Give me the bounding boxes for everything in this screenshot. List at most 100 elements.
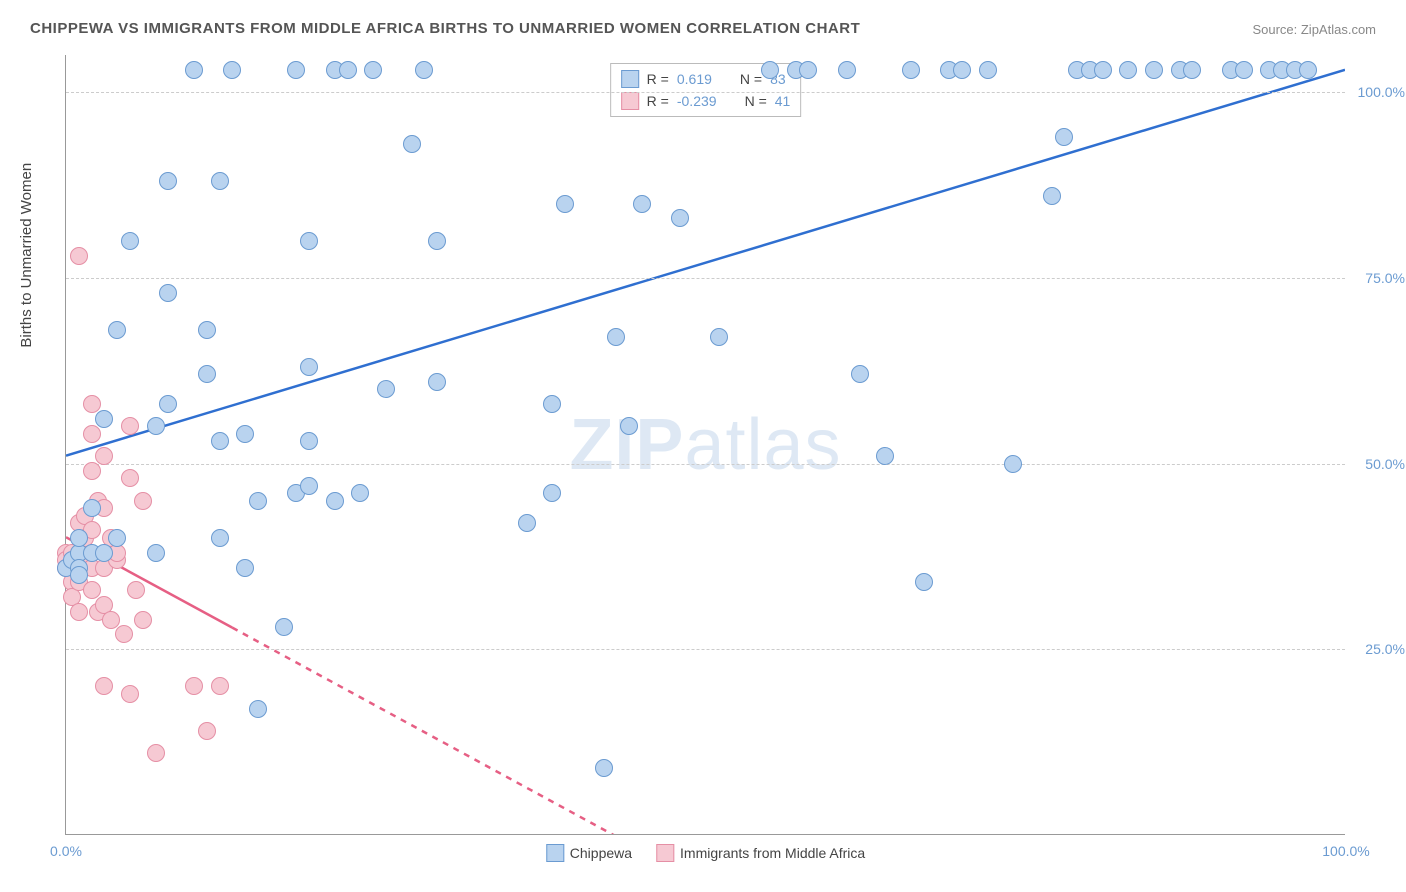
scatter-point-pink — [95, 677, 113, 695]
watermark-light: atlas — [684, 405, 841, 485]
y-tick-label: 100.0% — [1358, 84, 1405, 100]
scatter-point-blue — [249, 492, 267, 510]
scatter-point-blue — [851, 365, 869, 383]
scatter-point-blue — [249, 700, 267, 718]
scatter-point-blue — [979, 61, 997, 79]
scatter-point-blue — [1145, 61, 1163, 79]
scatter-point-blue — [70, 566, 88, 584]
scatter-point-pink — [134, 492, 152, 510]
grid-line — [66, 92, 1345, 93]
scatter-point-blue — [159, 395, 177, 413]
scatter-point-blue — [70, 529, 88, 547]
n-label: N = — [745, 93, 767, 109]
scatter-point-blue — [1119, 61, 1137, 79]
scatter-point-blue — [211, 432, 229, 450]
scatter-point-pink — [102, 611, 120, 629]
scatter-point-blue — [211, 529, 229, 547]
scatter-point-blue — [95, 410, 113, 428]
scatter-point-blue — [543, 395, 561, 413]
scatter-point-pink — [211, 677, 229, 695]
r-label: R = — [647, 71, 669, 87]
scatter-point-blue — [339, 61, 357, 79]
n-label: N = — [740, 71, 762, 87]
scatter-point-blue — [326, 492, 344, 510]
scatter-point-blue — [95, 544, 113, 562]
chart-title: CHIPPEWA VS IMMIGRANTS FROM MIDDLE AFRIC… — [30, 20, 860, 37]
scatter-point-blue — [364, 61, 382, 79]
scatter-point-blue — [300, 432, 318, 450]
scatter-point-pink — [83, 395, 101, 413]
scatter-point-blue — [198, 365, 216, 383]
watermark: ZIPatlas — [569, 404, 841, 486]
scatter-point-blue — [1094, 61, 1112, 79]
scatter-point-blue — [633, 195, 651, 213]
scatter-point-blue — [403, 135, 421, 153]
scatter-point-blue — [876, 447, 894, 465]
scatter-point-pink — [185, 677, 203, 695]
scatter-point-blue — [671, 209, 689, 227]
scatter-point-blue — [1299, 61, 1317, 79]
scatter-point-blue — [1055, 128, 1073, 146]
scatter-point-pink — [121, 685, 139, 703]
scatter-point-pink — [127, 581, 145, 599]
scatter-point-blue — [121, 232, 139, 250]
scatter-point-blue — [1183, 61, 1201, 79]
scatter-point-blue — [607, 328, 625, 346]
r-value-pink: -0.239 — [677, 93, 717, 109]
scatter-point-pink — [121, 469, 139, 487]
scatter-point-blue — [236, 559, 254, 577]
scatter-point-blue — [211, 172, 229, 190]
scatter-point-pink — [83, 425, 101, 443]
swatch-blue-icon — [621, 70, 639, 88]
scatter-point-blue — [83, 499, 101, 517]
legend-item-blue: Chippewa — [546, 844, 632, 862]
r-label: R = — [647, 93, 669, 109]
scatter-point-blue — [710, 328, 728, 346]
scatter-point-pink — [83, 581, 101, 599]
scatter-point-pink — [70, 603, 88, 621]
scatter-point-blue — [300, 358, 318, 376]
legend-item-pink: Immigrants from Middle Africa — [656, 844, 865, 862]
scatter-point-blue — [518, 514, 536, 532]
scatter-point-blue — [761, 61, 779, 79]
scatter-point-blue — [159, 284, 177, 302]
swatch-pink-icon — [656, 844, 674, 862]
legend-label-blue: Chippewa — [570, 845, 632, 861]
scatter-point-blue — [556, 195, 574, 213]
scatter-point-blue — [147, 417, 165, 435]
legend-label-pink: Immigrants from Middle Africa — [680, 845, 865, 861]
scatter-point-pink — [115, 625, 133, 643]
swatch-blue-icon — [546, 844, 564, 862]
grid-line — [66, 278, 1345, 279]
grid-line — [66, 464, 1345, 465]
x-tick-label: 100.0% — [1322, 843, 1369, 859]
r-value-blue: 0.619 — [677, 71, 712, 87]
grid-line — [66, 649, 1345, 650]
scatter-point-pink — [83, 462, 101, 480]
plot-area: ZIPatlas R = 0.619 N = 83 R = -0.239 N =… — [65, 55, 1345, 835]
scatter-point-blue — [428, 232, 446, 250]
trend-line — [232, 628, 680, 834]
trend-line — [66, 70, 1345, 456]
scatter-point-blue — [428, 373, 446, 391]
scatter-point-pink — [95, 447, 113, 465]
scatter-point-pink — [198, 722, 216, 740]
n-value-pink: 41 — [775, 93, 791, 109]
scatter-point-blue — [543, 484, 561, 502]
scatter-point-blue — [799, 61, 817, 79]
series-legend: Chippewa Immigrants from Middle Africa — [546, 844, 865, 862]
scatter-point-pink — [121, 417, 139, 435]
scatter-point-blue — [1004, 455, 1022, 473]
scatter-point-blue — [595, 759, 613, 777]
scatter-point-blue — [953, 61, 971, 79]
scatter-point-blue — [351, 484, 369, 502]
y-axis-label: Births to Unmarried Women — [18, 163, 35, 348]
scatter-point-blue — [620, 417, 638, 435]
scatter-point-blue — [185, 61, 203, 79]
scatter-point-blue — [236, 425, 254, 443]
scatter-point-blue — [108, 321, 126, 339]
correlation-row-pink: R = -0.239 N = 41 — [621, 90, 791, 112]
scatter-point-blue — [915, 573, 933, 591]
scatter-point-blue — [198, 321, 216, 339]
y-tick-label: 25.0% — [1365, 641, 1405, 657]
